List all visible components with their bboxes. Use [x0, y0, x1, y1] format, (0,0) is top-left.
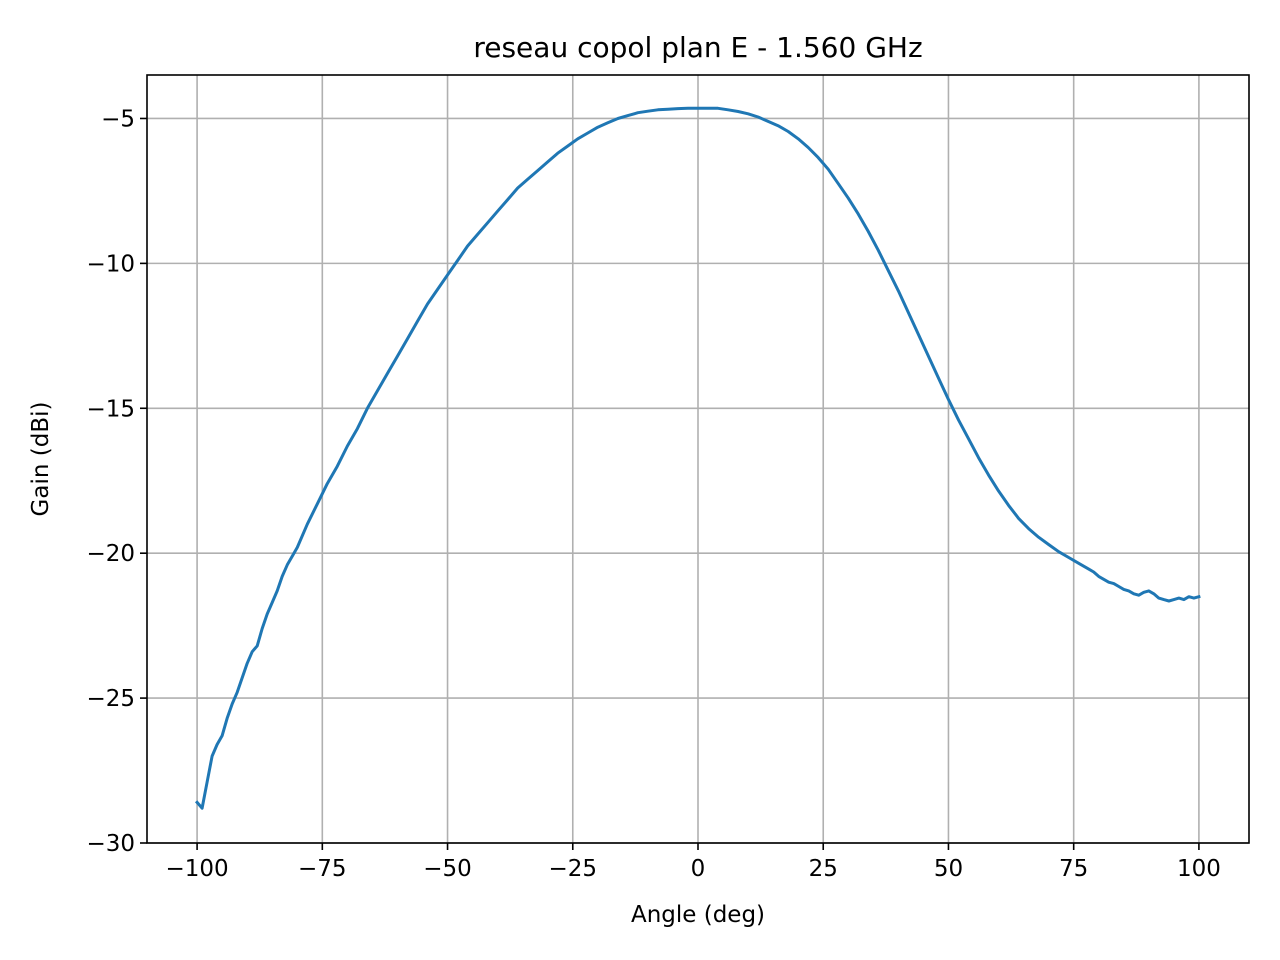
y-tick-label: −5 — [101, 106, 135, 132]
x-tick-label: 100 — [1177, 856, 1221, 882]
y-axis-label: Gain (dBi) — [28, 402, 54, 517]
y-tick-label: −10 — [86, 251, 135, 277]
grid — [147, 75, 1249, 844]
series-layer — [194, 106, 1201, 810]
series-line — [194, 106, 1201, 810]
x-tick-label: 50 — [934, 856, 963, 882]
x-tick-label: 0 — [691, 856, 706, 882]
ticks: −100 −75 −50 −25 0 25 50 75 100 −30 −25 −20 −15 −10 −5 — [86, 106, 1220, 882]
x-tick-label: −100 — [166, 856, 229, 882]
x-tick-label: −25 — [548, 856, 597, 882]
y-tick-label: −25 — [86, 686, 135, 712]
x-axis-label: Angle (deg) — [631, 902, 765, 928]
x-tick-label: −50 — [423, 856, 472, 882]
chart-title: reseau copol plan E - 1.560 GHz — [473, 31, 922, 64]
x-tick-label: 25 — [809, 856, 838, 882]
x-tick-label: 75 — [1059, 856, 1088, 882]
y-tick-label: −30 — [86, 831, 135, 857]
y-tick-label: −15 — [86, 396, 135, 422]
x-tick-label: −75 — [298, 856, 347, 882]
y-tick-label: −20 — [86, 541, 135, 567]
